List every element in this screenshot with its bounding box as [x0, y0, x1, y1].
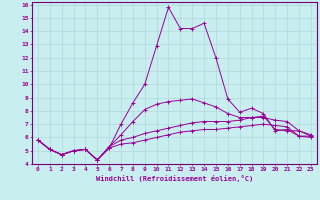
X-axis label: Windchill (Refroidissement éolien,°C): Windchill (Refroidissement éolien,°C)	[96, 175, 253, 182]
